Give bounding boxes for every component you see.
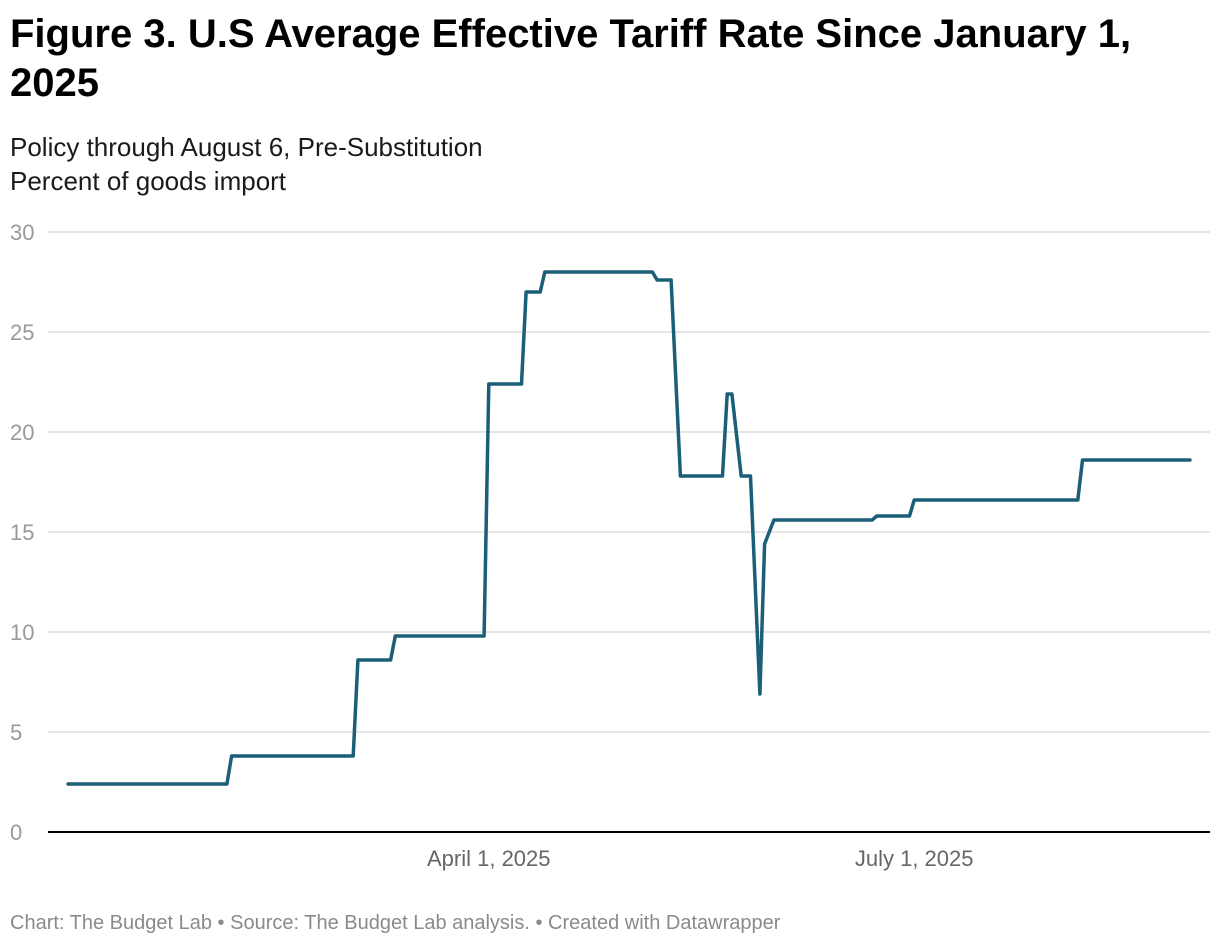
y-tick-label-0: 0	[10, 820, 22, 845]
y-tick-label-25: 25	[10, 320, 34, 345]
x-tick-label-0: April 1, 2025	[427, 846, 551, 871]
series-layer	[66, 270, 1192, 786]
line-chart: 0 5 10 15 20 25 30 April 1, 2025 July 1, 2025	[10, 220, 1210, 871]
y-tick-label-15: 15	[10, 520, 34, 545]
y-tick-label-30: 30	[10, 220, 34, 245]
y-tick-label-20: 20	[10, 420, 34, 445]
y-axis-ticks: 0 5 10 15 20 25 30	[10, 220, 34, 845]
y-tick-label-5: 5	[10, 720, 22, 745]
chart-footer: Chart: The Budget Lab • Source: The Budg…	[10, 912, 781, 934]
series-line-0	[66, 270, 1192, 786]
x-axis: April 1, 2025 July 1, 2025	[48, 831, 1210, 871]
gridlines	[48, 231, 1210, 733]
x-tick-label-1: July 1, 2025	[855, 846, 974, 871]
chart-title: Figure 3. U.S Average Effective Tariff R…	[10, 12, 1132, 105]
subtitle-units: Percent of goods import	[10, 166, 287, 196]
subtitle-policy: Policy through August 6, Pre-Substitutio…	[10, 132, 483, 162]
y-tick-label-10: 10	[10, 620, 34, 645]
chart-subtitle: Policy through August 6, Pre-Substitutio…	[10, 130, 483, 198]
